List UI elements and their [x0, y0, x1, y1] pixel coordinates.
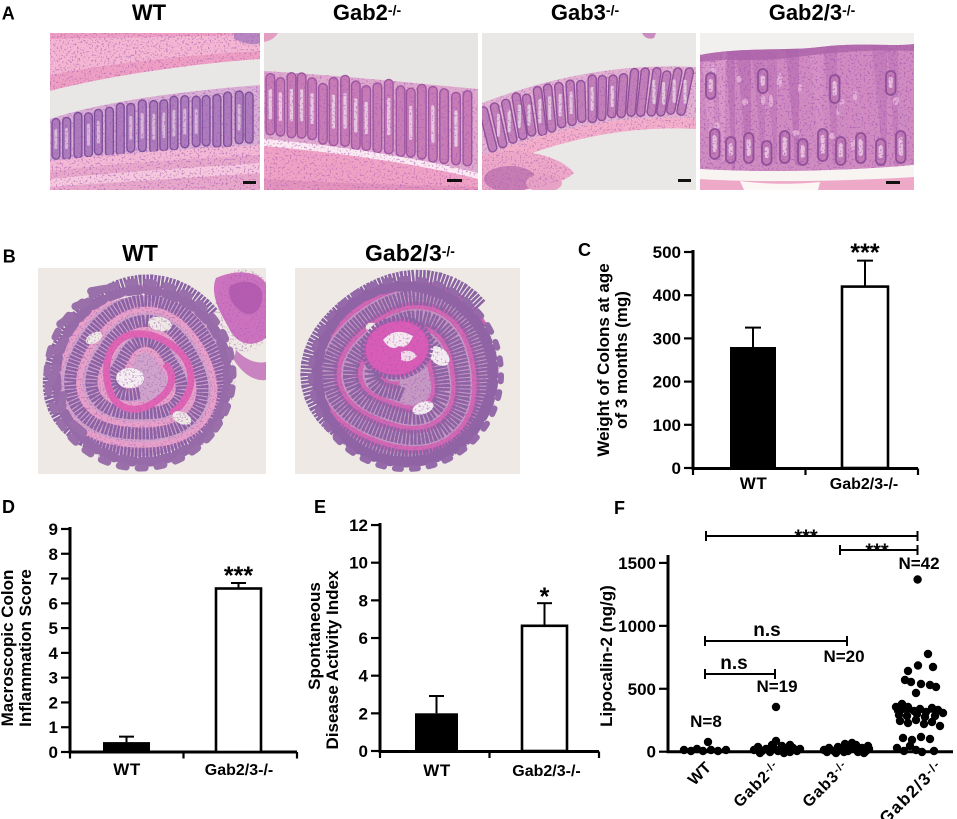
- svg-text:***: ***: [794, 527, 818, 549]
- svg-text:6: 6: [359, 629, 368, 648]
- svg-text:1500: 1500: [618, 554, 656, 573]
- svg-text:WT: WT: [122, 240, 158, 266]
- svg-text:N=8: N=8: [690, 712, 722, 731]
- svg-text:N=20: N=20: [823, 647, 864, 666]
- svg-text:Gab3-/-: Gab3-/-: [800, 758, 853, 811]
- svg-text:0: 0: [647, 743, 656, 762]
- svg-text:0: 0: [672, 459, 681, 478]
- svg-text:9: 9: [49, 520, 58, 539]
- svg-text:Spontaneous: Spontaneous: [305, 582, 324, 690]
- svg-text:4: 4: [359, 667, 369, 686]
- svg-text:of 3 months (mg): of 3 months (mg): [612, 291, 631, 429]
- svg-text:10: 10: [349, 554, 368, 573]
- svg-text:12: 12: [349, 516, 368, 535]
- svg-text:1000: 1000: [618, 617, 656, 636]
- svg-text:200: 200: [653, 373, 681, 392]
- svg-text:500: 500: [628, 680, 656, 699]
- svg-text:F: F: [614, 498, 625, 518]
- svg-text:WT: WT: [113, 760, 141, 779]
- svg-text:Gab2/3-/-: Gab2/3-/-: [365, 240, 455, 266]
- svg-text:0: 0: [359, 742, 368, 761]
- svg-text:Gab2-/-: Gab2-/-: [333, 0, 402, 25]
- svg-text:WT: WT: [132, 0, 167, 25]
- svg-text:7: 7: [49, 570, 58, 589]
- svg-text:2: 2: [359, 704, 368, 723]
- svg-text:n.s: n.s: [720, 653, 747, 674]
- svg-text:500: 500: [653, 243, 681, 262]
- svg-text:E: E: [314, 497, 326, 517]
- svg-text:400: 400: [653, 286, 681, 305]
- svg-text:300: 300: [653, 329, 681, 348]
- svg-text:*: *: [540, 583, 550, 611]
- svg-text:N=19: N=19: [756, 677, 797, 696]
- svg-text:A: A: [2, 4, 15, 24]
- svg-text:Gab2/3-/-: Gab2/3-/-: [830, 476, 898, 493]
- svg-text:4: 4: [49, 644, 59, 663]
- svg-text:6: 6: [49, 594, 58, 613]
- svg-text:B: B: [3, 247, 16, 267]
- svg-text:Inflammation Score: Inflammation Score: [16, 569, 35, 727]
- svg-text:***: ***: [224, 562, 253, 590]
- svg-text:3: 3: [49, 669, 58, 688]
- svg-text:100: 100: [653, 416, 681, 435]
- svg-text:WT: WT: [685, 759, 715, 789]
- svg-text:Lipocalin-2 (ng/g): Lipocalin-2 (ng/g): [597, 585, 616, 727]
- svg-text:0: 0: [49, 743, 58, 762]
- svg-text:Gab2/3-/-: Gab2/3-/-: [876, 757, 947, 819]
- svg-text:8: 8: [359, 591, 368, 610]
- svg-text:D: D: [2, 497, 15, 517]
- svg-text:N=42: N=42: [898, 554, 939, 573]
- svg-text:***: ***: [865, 541, 889, 563]
- svg-text:WT: WT: [423, 761, 451, 780]
- svg-text:C: C: [578, 240, 591, 260]
- svg-text:Gab2/3-/-: Gab2/3-/-: [769, 0, 856, 25]
- svg-text:Gab3-/-: Gab3-/-: [551, 0, 620, 25]
- svg-text:Gab2/3-/-: Gab2/3-/-: [512, 763, 580, 780]
- svg-text:1: 1: [49, 718, 58, 737]
- svg-text:n.s: n.s: [753, 620, 780, 641]
- svg-text:2: 2: [49, 693, 58, 712]
- svg-text:***: ***: [850, 239, 879, 267]
- svg-text:Macroscopic Colon: Macroscopic Colon: [0, 570, 17, 727]
- svg-text:8: 8: [49, 545, 58, 564]
- svg-text:Weight of Colons at age: Weight of Colons at age: [594, 263, 613, 456]
- svg-text:5: 5: [49, 619, 58, 638]
- svg-text:Gab2-/-: Gab2-/-: [731, 758, 784, 811]
- svg-text:Gab2/3-/-: Gab2/3-/-: [205, 762, 273, 779]
- svg-text:WT: WT: [740, 474, 768, 493]
- svg-text:Disease Activity Index: Disease Activity Index: [323, 570, 342, 749]
